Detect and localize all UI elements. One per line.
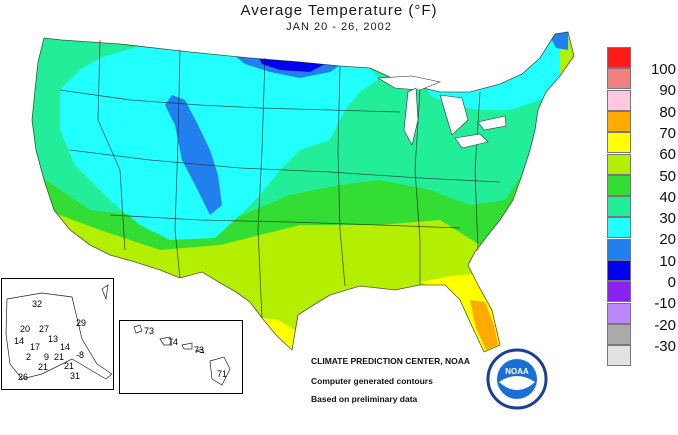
hawaii-label: 73	[144, 326, 155, 336]
legend-swatch	[607, 281, 631, 303]
legend-label: -10	[654, 295, 676, 313]
legend-label: 40	[659, 188, 676, 206]
map-date-range: JAN 20 - 26, 2002	[286, 21, 392, 33]
alaska-label: 29	[76, 318, 87, 328]
legend-label: 0	[667, 274, 676, 291]
alaska-label: 20	[20, 324, 31, 334]
alaska-label: 9	[44, 352, 50, 362]
hawaii-label: 73	[194, 345, 205, 355]
legend-label: -20	[654, 316, 676, 334]
alaska-label: 32	[32, 299, 43, 309]
legend-label: 10	[659, 252, 676, 270]
legend-swatch	[607, 132, 631, 154]
credit-line: CLIMATE PREDICTION CENTER, NOAA	[311, 356, 470, 366]
alaska-label: 14	[14, 336, 25, 346]
alaska-label: 2	[26, 352, 32, 362]
credit-line: Computer generated contours	[311, 376, 433, 386]
legend-swatch	[607, 323, 631, 345]
credit-line: Based on preliminary data	[311, 394, 418, 404]
legend-label: -30	[654, 337, 676, 355]
alaska-label: 21	[64, 361, 75, 371]
legend-swatch	[607, 196, 631, 218]
alaska-label: 13	[48, 334, 59, 344]
legend-label: 100	[650, 61, 676, 78]
legend-swatch	[607, 110, 631, 132]
alaska-label: -8	[76, 350, 85, 360]
legend-swatch	[607, 345, 631, 367]
alaska-inset: 32 29 20 27 13 14 17 14 2 9 21 -8 21 21 …	[1, 278, 114, 390]
hawaii-inset: 73 74 73 71	[119, 320, 243, 394]
legend-label: 20	[659, 231, 676, 249]
legend-label: 30	[659, 210, 676, 228]
hawaii-label: 74	[168, 337, 179, 347]
noaa-logo: NOAA	[486, 348, 548, 410]
map-title: Average Temperature (°F)	[240, 2, 438, 19]
alaska-label: 31	[70, 371, 81, 381]
legend-label: 60	[659, 146, 676, 164]
legend-label: 80	[659, 103, 676, 121]
legend-swatch	[607, 89, 631, 111]
legend-swatch	[607, 68, 631, 90]
legend-label: 90	[659, 82, 676, 100]
alaska-label: 17	[30, 342, 41, 352]
alaska-label: 26	[18, 372, 29, 382]
hawaii-label: 71	[217, 369, 228, 379]
legend-swatch	[607, 302, 631, 324]
alaska-label: 14	[60, 342, 71, 352]
legend-label: 50	[659, 167, 676, 185]
alaska-label: 21	[38, 362, 49, 372]
legend-swatch	[607, 260, 631, 281]
legend-swatch	[607, 238, 631, 260]
legend-swatch	[607, 153, 631, 175]
noaa-logo-text: NOAA	[505, 367, 529, 376]
legend-label: 70	[659, 124, 676, 142]
legend-swatch	[607, 217, 631, 239]
legend-swatch	[607, 174, 631, 196]
alaska-label: 21	[54, 352, 65, 362]
legend-swatch	[607, 47, 631, 68]
alaska-label: 27	[39, 324, 50, 334]
